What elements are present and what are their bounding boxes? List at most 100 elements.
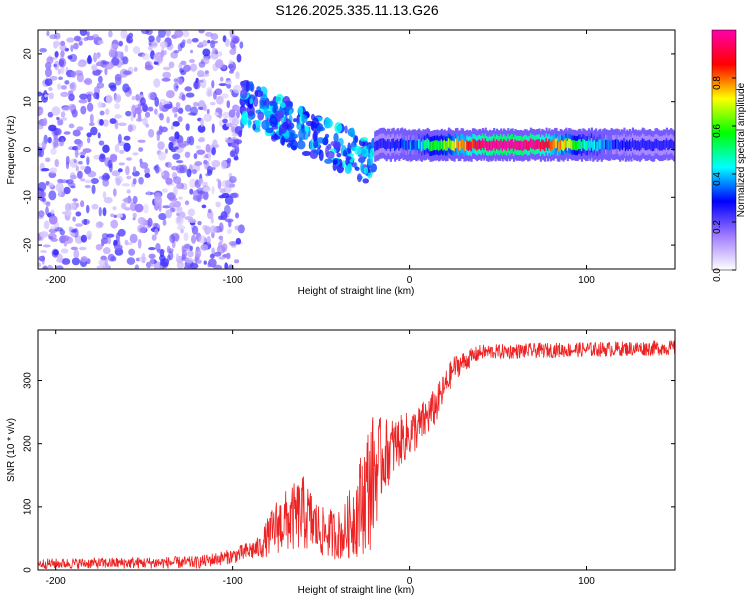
- spectrogram-transition-blob: [301, 150, 311, 157]
- spectrogram-noise-blob: [122, 56, 129, 65]
- spectrogram-noise-blob: [110, 44, 119, 49]
- snr-y-tick-label: 0: [23, 567, 34, 573]
- spectrogram-noise-blob: [233, 259, 240, 264]
- spectrogram-tone-cell: [429, 141, 432, 152]
- spectrogram-tone-cell: [410, 140, 414, 151]
- spectrogram-noise-blob: [221, 93, 229, 99]
- snr-frame: [37, 329, 676, 571]
- spectrogram-tone-cell: [505, 141, 509, 151]
- spectrogram-tone-cell: [498, 140, 501, 151]
- spectrogram-tone-cell: [593, 140, 596, 150]
- spectrogram-tone-cell: [573, 140, 576, 150]
- spectrogram-noise-blob: [168, 141, 174, 151]
- spectrogram-tone-cell: [670, 138, 673, 149]
- spectrogram-noise-blob: [80, 178, 86, 182]
- spectrogram-tone-cell: [621, 140, 625, 151]
- spectrogram-tone-cell: [466, 140, 469, 150]
- spectrogram-noise-blob: [99, 110, 105, 116]
- spectrogram-tone-cell: [432, 141, 435, 151]
- spectrogram-tone-cell: [495, 139, 499, 149]
- spectrogram-transition-blob: [318, 149, 324, 162]
- spectrogram-noise-blob: [101, 232, 109, 240]
- spectrogram-noise-blob: [105, 108, 110, 115]
- spectrogram-noise-blob: [89, 113, 94, 124]
- spectrogram-tone-cell: [576, 140, 579, 151]
- spectrogram-noise-blob: [173, 50, 180, 54]
- spectrogram-noise-blob: [129, 233, 138, 244]
- spectrogram-noise-blob: [110, 213, 115, 218]
- spectrogram-noise-blob: [224, 80, 233, 85]
- spectrogram-tone-cell: [385, 141, 388, 151]
- spectrogram-noise-blob: [67, 55, 73, 60]
- spectrogram-noise-blob: [211, 159, 221, 168]
- spectrogram-tone-cell: [630, 141, 633, 152]
- spectrogram-noise-blob: [214, 112, 219, 116]
- spectrogram-noise-blob: [80, 165, 86, 171]
- spectrogram-noise-blob: [185, 257, 193, 264]
- spectrogram-noise-blob: [185, 92, 195, 98]
- spectrogram-tone-cell: [419, 140, 422, 151]
- spectrogram-noise-blob: [134, 203, 144, 213]
- spectrogram-noise-blob: [59, 44, 67, 51]
- spectrogram-noise-blob: [46, 30, 50, 37]
- spectrogram-noise-blob: [50, 225, 58, 230]
- spectrogram-noise-blob: [154, 97, 160, 107]
- spectrogram-noise-blob: [166, 254, 171, 261]
- spectrogram-noise-blob: [236, 53, 242, 63]
- spectrogram-noise-blob: [228, 175, 237, 184]
- spectrogram-noise-blob: [127, 124, 133, 133]
- spectrogram-noise-blob: [175, 101, 181, 109]
- spectrogram-noise-blob: [142, 104, 149, 112]
- spectrogram-noise-blob: [75, 202, 80, 208]
- spectrogram-noise-blob: [196, 149, 206, 155]
- spectrogram-noise-blob: [42, 117, 48, 127]
- spectrogram-noise-blob: [229, 48, 237, 55]
- spectrogram-noise-blob: [181, 39, 186, 45]
- spectrogram-noise-blob: [156, 248, 165, 254]
- spectrogram-tone-cell: [556, 141, 560, 151]
- spectrogram-tone-cell: [461, 138, 465, 149]
- spectrogram-noise-blob: [116, 213, 124, 219]
- spectrogram-noise-blob: [198, 41, 203, 48]
- spectrogram-noise-blob: [132, 170, 140, 177]
- spectrogram-noise-blob: [55, 265, 64, 269]
- spectrogram-noise-blob: [98, 259, 106, 266]
- spectrogram-transition-blob: [326, 150, 335, 159]
- spectrogram-noise-blob: [186, 136, 192, 144]
- spectrogram-tone-cell: [655, 138, 659, 149]
- spectrogram-noise-blob: [173, 176, 182, 184]
- spectrogram-noise-blob: [158, 30, 166, 38]
- spectrogram-noise-blob: [38, 106, 44, 116]
- spectrogram-noise-blob: [90, 178, 99, 184]
- spectrogram-tone-cell: [536, 139, 540, 150]
- spectrogram-noise-blob: [102, 144, 110, 154]
- spectrogram-tone-cell: [487, 141, 490, 152]
- spectrogram-tone-cell: [406, 141, 409, 151]
- spectrogram-noise-blob: [126, 157, 132, 161]
- spectrogram-noise-blob: [76, 126, 84, 131]
- spectrogram-noise-blob: [56, 116, 60, 121]
- spectrogram-tone-cell: [399, 138, 402, 149]
- spectrogram-tone-cell: [490, 141, 493, 151]
- spectrogram-noise-blob: [175, 164, 185, 174]
- spectrogram-tone-cell: [386, 139, 390, 149]
- spectrogram-noise-blob: [178, 196, 183, 200]
- spectrogram-noise-blob: [223, 204, 231, 215]
- spectrogram-tone-cell: [599, 139, 602, 149]
- spectrogram-noise-blob: [194, 161, 203, 166]
- spectrogram-noise-blob: [159, 102, 163, 111]
- spectrogram-noise-blob: [132, 178, 137, 185]
- spectrogram-noise-blob: [195, 145, 201, 150]
- spectrogram-noise-blob: [67, 103, 76, 111]
- spectrogram-noise-blob: [80, 256, 88, 263]
- spectrogram-heatmap: [38, 30, 675, 269]
- spectrogram-noise-blob: [126, 175, 132, 180]
- spectrogram-noise-blob: [187, 250, 194, 258]
- spectrogram-tone-cell: [439, 140, 442, 151]
- spectrogram-tone-cell: [481, 138, 484, 149]
- spectrogram-tone-cell: [651, 141, 654, 152]
- spectrogram-tone-cell: [391, 138, 394, 149]
- spectrogram-noise-blob: [73, 42, 79, 50]
- spectrogram-tone-cell: [583, 139, 586, 150]
- spectrogram-noise-blob: [138, 147, 144, 152]
